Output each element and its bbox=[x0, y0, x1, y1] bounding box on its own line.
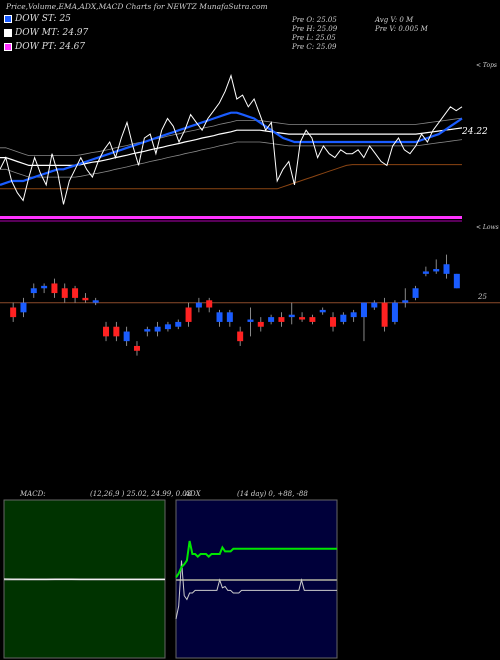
candle-body bbox=[30, 288, 37, 294]
candle-body bbox=[453, 273, 460, 289]
ema-upper-band bbox=[0, 117, 463, 157]
ema-last-label: 24.22 bbox=[462, 127, 488, 137]
adx-label: ADX bbox=[185, 490, 201, 498]
legend-swatch-pt-icon bbox=[4, 42, 12, 51]
candle-body bbox=[350, 312, 357, 318]
info-vol: Pre V: 0.005 M bbox=[375, 25, 428, 33]
candle-body bbox=[247, 319, 254, 322]
adx-plus-line bbox=[175, 540, 337, 578]
candle-body bbox=[330, 317, 337, 327]
macd-label: MACD: bbox=[20, 490, 46, 498]
candle-body bbox=[402, 300, 409, 303]
candle-body bbox=[237, 331, 244, 342]
candle-body bbox=[154, 326, 161, 332]
candle-body bbox=[433, 269, 440, 272]
candle-body bbox=[195, 302, 202, 308]
candle-body bbox=[443, 264, 450, 274]
legend-dow-pt-label: DOW PT: 24.67 bbox=[15, 42, 86, 52]
candle-body bbox=[371, 302, 378, 308]
info-close: Pre C: 25.09 bbox=[292, 43, 337, 51]
candle-body bbox=[103, 326, 110, 337]
info-avg-vol: Avg V: 0 M bbox=[375, 16, 414, 24]
info-low: Pre L: 25.05 bbox=[292, 34, 336, 42]
candle-body bbox=[133, 345, 140, 351]
legend-swatch-mt-icon bbox=[4, 28, 12, 37]
candle-body bbox=[206, 300, 213, 308]
candle-body bbox=[319, 309, 326, 313]
candle-body bbox=[391, 302, 398, 322]
candle-body bbox=[185, 307, 192, 322]
candle-body bbox=[10, 307, 17, 318]
ema-lower-band bbox=[0, 139, 463, 178]
candle-body bbox=[381, 302, 388, 327]
adx-minus-line bbox=[175, 560, 337, 620]
pt-band bbox=[0, 216, 462, 219]
legend-dow-st-label: DOW ST: 25 bbox=[15, 14, 71, 24]
candle-body bbox=[412, 288, 419, 298]
legend-swatch-st-icon bbox=[4, 14, 12, 23]
candle-body bbox=[144, 329, 151, 332]
candle-body bbox=[309, 317, 316, 322]
candle-body bbox=[216, 312, 223, 322]
chart-title: Price,Volume,EMA,ADX,MACD Charts for NEW… bbox=[6, 2, 268, 11]
candle-body bbox=[72, 288, 79, 298]
candle-body bbox=[20, 302, 27, 313]
legend-dow-st: DOW ST: 25 bbox=[4, 14, 71, 24]
price-line bbox=[0, 73, 463, 205]
macd-values: (12,26,9 ) 25.02, 24.99, 0.03 bbox=[90, 490, 192, 498]
lows-label: < Lows bbox=[476, 224, 499, 231]
adx-values: (14 day) 0, +88, -88 bbox=[237, 490, 308, 498]
candle-body bbox=[268, 317, 275, 322]
legend-dow-mt: DOW MT: 24.97 bbox=[4, 28, 88, 38]
candle-body bbox=[113, 326, 120, 337]
candle-body bbox=[164, 324, 171, 330]
info-high: Pre H: 25.09 bbox=[292, 25, 338, 33]
tops-label: < Tops bbox=[476, 62, 498, 69]
candle-body bbox=[61, 288, 68, 298]
candle-body bbox=[278, 317, 285, 322]
candle-body bbox=[422, 271, 429, 274]
price-level-label: 25 bbox=[478, 293, 487, 301]
candle-body bbox=[340, 314, 347, 322]
candle-body bbox=[299, 317, 306, 320]
candle-body bbox=[51, 283, 58, 294]
candle-body bbox=[92, 300, 99, 303]
candle-body bbox=[175, 321, 182, 327]
candle-body bbox=[82, 297, 89, 301]
info-open: Pre O: 25.05 bbox=[292, 16, 337, 24]
legend-dow-mt-label: DOW MT: 24.97 bbox=[15, 28, 89, 38]
candle-body bbox=[288, 314, 295, 318]
candle-body bbox=[257, 321, 264, 327]
candle-body bbox=[226, 312, 233, 322]
candle-body bbox=[360, 302, 367, 318]
candle-body bbox=[123, 331, 130, 342]
legend-dow-pt: DOW PT: 24.67 bbox=[4, 42, 85, 52]
ema-short-line bbox=[0, 111, 463, 186]
candle-body bbox=[41, 285, 48, 289]
